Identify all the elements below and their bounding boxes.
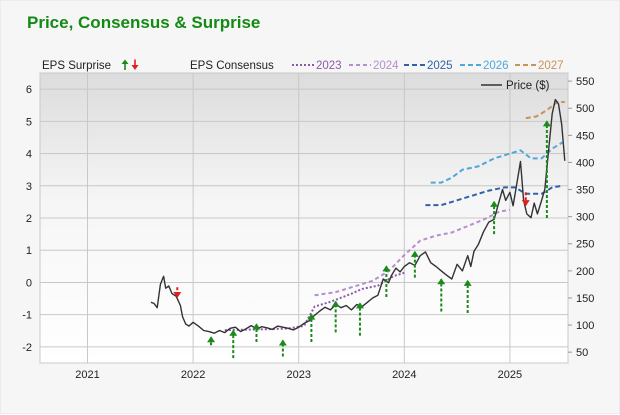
price-line <box>150 98 566 334</box>
legend-label-2025: 2025 <box>427 60 453 72</box>
y-right-tick-label: 100 <box>576 320 594 332</box>
surprise-arrow-up <box>542 120 551 218</box>
surprise-arrow-up <box>410 250 419 278</box>
y-left-tick-label: 3 <box>26 181 32 193</box>
y-right-tick-label: 500 <box>576 103 594 115</box>
chart-title: Price, Consensus & Surprise <box>27 13 261 32</box>
surprise-arrow-up <box>331 300 340 333</box>
left-y-axis: -2 -1 0 1 2 3 4 5 6 <box>22 84 32 354</box>
right-y-axis: 50 100 150 200 250 300 350 400 450 500 550 <box>568 76 594 359</box>
y-left-tick-label: 2 <box>26 213 32 225</box>
surprise-arrow-up <box>382 265 391 297</box>
series-layer <box>150 98 566 359</box>
y-left-tick-label: -1 <box>22 310 32 322</box>
legend-up-arrow-icon <box>121 59 129 70</box>
legend-label-2024: 2024 <box>373 60 399 72</box>
y-right-tick-label: 550 <box>576 76 594 88</box>
y-right-tick-label: 300 <box>576 212 594 224</box>
surprise-arrow-up <box>490 200 499 235</box>
x-tick-label: 2023 <box>286 369 310 381</box>
surprise-arrow-up <box>355 302 364 336</box>
legend-eps-consensus: EPS Consensus <box>190 60 274 72</box>
x-tick-label: 2022 <box>181 369 205 381</box>
consensus-line-2026 <box>430 141 564 184</box>
surprise-arrow-up <box>252 323 261 343</box>
y-left-tick-label: 5 <box>26 116 32 128</box>
x-tick-label: 2021 <box>75 369 99 381</box>
y-right-tick-label: 150 <box>576 293 594 305</box>
y-right-tick-label: 350 <box>576 185 594 197</box>
surprise-arrow-up <box>437 278 446 312</box>
y-right-tick-label: 250 <box>576 239 594 251</box>
y-left-tick-label: 6 <box>26 84 32 96</box>
x-tick-label: 2025 <box>498 369 522 381</box>
legend-down-arrow-icon <box>131 59 139 70</box>
y-right-tick-label: 400 <box>576 157 594 169</box>
surprise-arrow-up <box>207 336 216 346</box>
x-tick-label: 2024 <box>392 369 416 381</box>
y-left-tick-label: 0 <box>26 277 32 289</box>
surprise-arrow-up <box>463 279 472 314</box>
surprise-arrow-down <box>173 287 182 298</box>
legend-label-2023: 2023 <box>316 60 342 72</box>
surprise-arrow-up <box>278 339 287 357</box>
y-right-tick-label: 50 <box>576 347 588 359</box>
surprise-arrow-up <box>229 329 238 359</box>
y-right-tick-label: 450 <box>576 130 594 142</box>
legend-label-2026: 2026 <box>483 60 509 72</box>
y-left-tick-label: 1 <box>26 245 32 257</box>
y-left-tick-label: -2 <box>22 342 32 354</box>
legend-label-price: Price ($) <box>506 80 550 92</box>
legend-label-2027: 2027 <box>538 60 564 72</box>
surprise-arrow-down <box>521 192 530 207</box>
y-left-tick-label: 4 <box>26 149 32 161</box>
y-right-tick-label: 200 <box>576 266 594 278</box>
legend: EPS Surprise EPS Consensus 2023 2024 202… <box>42 59 564 92</box>
surprise-arrow-up <box>307 313 316 343</box>
legend-eps-surprise: EPS Surprise <box>42 60 111 72</box>
x-axis: 2021 2022 2023 2024 2025 <box>75 369 522 381</box>
consensus-line-2023 <box>224 271 405 332</box>
consensus-line-2024 <box>314 208 511 297</box>
grid-lines <box>40 73 568 363</box>
